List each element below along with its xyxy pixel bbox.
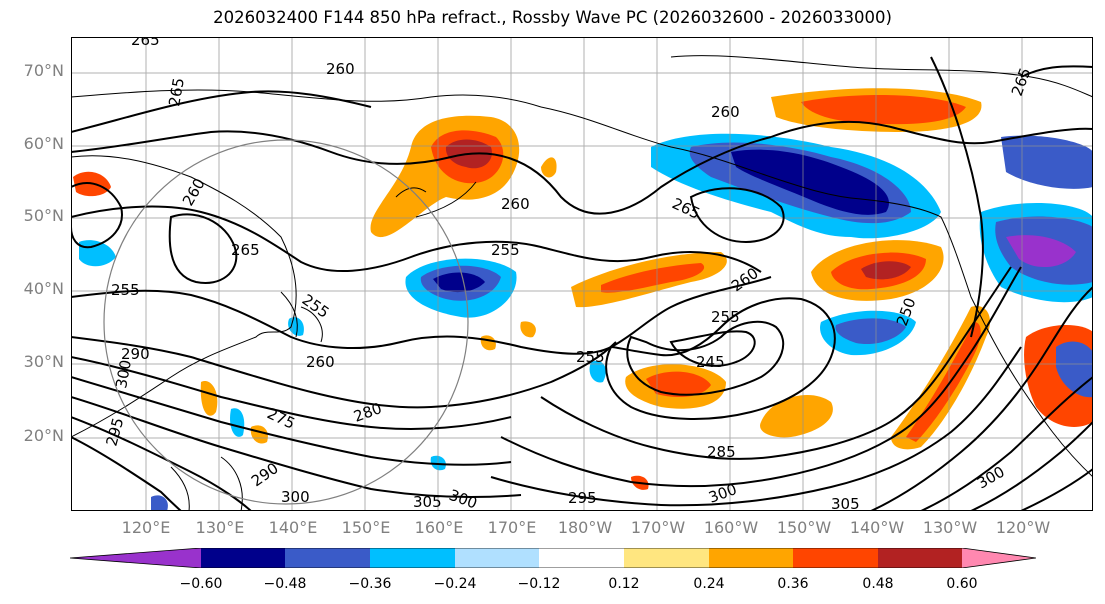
contour-label: 265 — [165, 76, 188, 107]
lon-label-120w: 120°W — [995, 518, 1051, 537]
lat-label-50n: 50°N — [23, 206, 64, 225]
contour-label: 265 — [131, 37, 160, 49]
lat-label-20n: 20°N — [23, 426, 64, 445]
colorbar-tick: −0.12 — [517, 576, 561, 592]
contour-label: 260 — [326, 60, 355, 78]
graticule — [71, 37, 1093, 511]
lon-label-130w: 130°W — [922, 518, 978, 537]
lon-label-160w: 160°W — [703, 518, 759, 537]
map-title: 2026032400 F144 850 hPa refract., Rossby… — [213, 8, 892, 27]
refractivity-contours — [71, 56, 1093, 511]
contour-label: 290 — [121, 345, 150, 363]
contour-label: 255 — [576, 348, 605, 366]
lon-label-140w: 140°W — [849, 518, 905, 537]
colorbar-tick: 0.60 — [946, 576, 978, 592]
lon-label-120e: 120°E — [121, 518, 171, 537]
lon-label-170w: 170°W — [630, 518, 686, 537]
contour-label: 260 — [306, 353, 335, 371]
colorbar-segment — [70, 548, 201, 568]
contour-label: 260 — [501, 195, 530, 213]
colorbar-segment — [201, 548, 285, 568]
colorbar-segment — [370, 548, 455, 568]
contour-label: 300 — [112, 358, 135, 389]
contour-label: 255 — [491, 241, 520, 259]
lon-label-160e: 160°E — [414, 518, 464, 537]
anomaly-shading — [73, 88, 1093, 511]
reference-circle — [103, 139, 469, 505]
lat-label-70n: 70°N — [23, 61, 64, 80]
colorbar-tick: 0.36 — [777, 576, 809, 592]
lon-label-170e: 170°E — [487, 518, 537, 537]
contour-label: 255 — [711, 308, 740, 326]
lon-label-150w: 150°W — [776, 518, 832, 537]
map-frame — [71, 37, 1093, 511]
colorbar-tick: −0.48 — [263, 576, 307, 592]
colorbar-segment — [709, 548, 793, 568]
contour-label: 300 — [281, 488, 310, 506]
colorbar-tick: −0.24 — [433, 576, 477, 592]
lat-label-40n: 40°N — [23, 279, 64, 298]
lon-label-140e: 140°E — [268, 518, 318, 537]
map-panel: 265 265 260 260 260 265 260 265 255 255 … — [71, 37, 1093, 511]
colorbar-segment — [539, 548, 624, 568]
lat-label-30n: 30°N — [23, 352, 64, 371]
contour-label: 245 — [696, 353, 725, 371]
lon-label-180w: 180°W — [557, 518, 613, 537]
colorbar-segment — [793, 548, 878, 568]
contour-label: 255 — [111, 281, 140, 299]
contour-label: 305 — [413, 493, 442, 511]
lon-label-150e: 150°E — [341, 518, 391, 537]
colorbar-tick: 0.24 — [693, 576, 725, 592]
contour-label: 305 — [831, 495, 860, 511]
colorbar-segment — [285, 548, 370, 568]
lat-label-60n: 60°N — [23, 134, 64, 153]
colorbar-segment — [962, 548, 1036, 568]
colorbar — [70, 548, 1036, 568]
colorbar-tick: 0.48 — [862, 576, 894, 592]
colorbar-segment — [455, 548, 539, 568]
colorbar-tick: −0.60 — [179, 576, 223, 592]
contour-label: 265 — [231, 241, 260, 259]
contour-label: 285 — [707, 443, 736, 461]
colorbar-tick: −0.36 — [348, 576, 392, 592]
lon-label-130e: 130°E — [195, 518, 245, 537]
colorbar-segment — [878, 548, 962, 568]
coastlines — [71, 55, 1093, 511]
contour-label: 260 — [711, 103, 740, 121]
colorbar-tick: 0.12 — [608, 576, 640, 592]
contour-label: 295 — [568, 489, 597, 507]
colorbar-segment — [624, 548, 709, 568]
